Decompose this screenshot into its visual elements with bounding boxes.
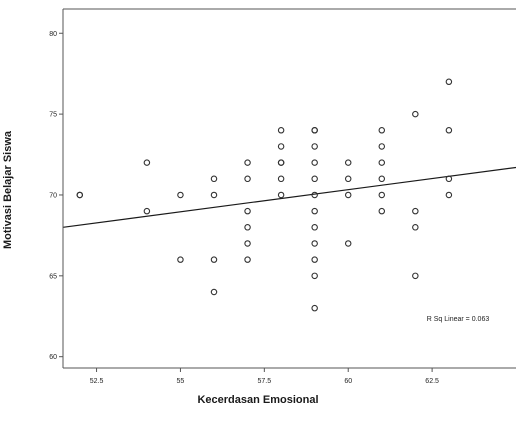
y-tick-label: 80 bbox=[49, 31, 57, 38]
y-tick-label: 60 bbox=[49, 354, 57, 361]
data-point bbox=[177, 191, 184, 199]
data-point bbox=[277, 143, 285, 150]
data-point bbox=[177, 256, 184, 263]
data-point bbox=[311, 240, 318, 247]
data-point bbox=[143, 159, 151, 166]
data-point bbox=[378, 191, 386, 199]
y-axis-title: Motivasi Belajar Siswa bbox=[2, 131, 14, 249]
data-point bbox=[244, 159, 251, 166]
data-point bbox=[412, 110, 419, 118]
data-point bbox=[277, 159, 285, 166]
data-point bbox=[311, 159, 318, 166]
data-point bbox=[143, 207, 151, 215]
x-tick-label: 60 bbox=[344, 378, 352, 385]
plot-area bbox=[63, 9, 516, 368]
data-point bbox=[412, 272, 419, 280]
data-point bbox=[311, 207, 318, 215]
data-point bbox=[344, 191, 352, 199]
data-point bbox=[311, 191, 318, 199]
data-point bbox=[311, 127, 318, 134]
data-point bbox=[244, 224, 251, 231]
data-point bbox=[244, 240, 251, 247]
data-point bbox=[445, 175, 453, 183]
data-point bbox=[277, 175, 285, 183]
data-point bbox=[311, 143, 318, 150]
data-point bbox=[311, 224, 318, 231]
y-tick-label: 70 bbox=[49, 192, 57, 199]
data-point bbox=[445, 78, 453, 86]
x-axis-title: Kecerdasan Emosional bbox=[197, 394, 319, 406]
data-point bbox=[344, 240, 352, 247]
data-point bbox=[445, 191, 453, 199]
data-point bbox=[277, 127, 285, 134]
data-point bbox=[378, 143, 386, 150]
regression-line bbox=[62, 166, 516, 228]
data-point bbox=[378, 207, 386, 215]
data-point bbox=[378, 175, 386, 183]
x-tick-label: 55 bbox=[177, 378, 185, 385]
data-point bbox=[412, 207, 419, 215]
data-point bbox=[311, 304, 318, 312]
data-point bbox=[210, 288, 218, 296]
data-point bbox=[378, 127, 386, 134]
x-tick-label: 62.5 bbox=[425, 378, 439, 385]
data-point bbox=[244, 207, 251, 215]
data-point bbox=[344, 159, 352, 166]
data-point bbox=[277, 191, 285, 199]
r-squared-annotation: R Sq Linear = 0.063 bbox=[427, 316, 490, 323]
data-point bbox=[210, 191, 218, 199]
y-tick-label: 75 bbox=[49, 112, 57, 119]
data-point bbox=[210, 175, 218, 183]
y-tick-label: 65 bbox=[49, 273, 57, 280]
data-point bbox=[344, 175, 352, 183]
data-point bbox=[244, 256, 251, 263]
data-point bbox=[311, 175, 318, 183]
data-point bbox=[311, 256, 318, 263]
data-point bbox=[76, 191, 84, 199]
data-point bbox=[210, 256, 218, 263]
data-point bbox=[378, 159, 386, 166]
data-point bbox=[445, 127, 453, 134]
x-tick-label: 57.5 bbox=[258, 378, 272, 385]
data-point bbox=[244, 175, 251, 183]
data-point bbox=[311, 272, 318, 280]
data-point bbox=[412, 224, 419, 231]
x-tick-label: 52.5 bbox=[90, 378, 104, 385]
